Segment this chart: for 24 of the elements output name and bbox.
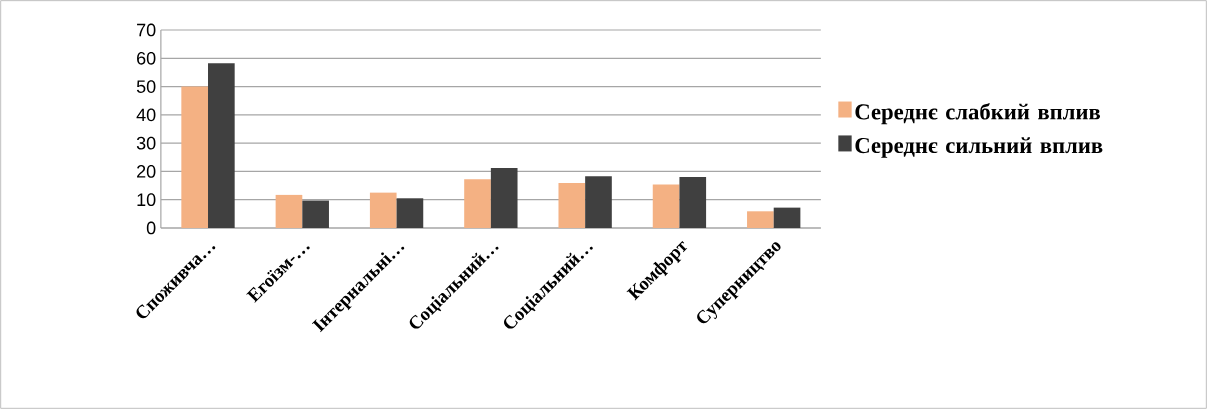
bar: [747, 211, 774, 228]
y-tick-label: 70: [137, 23, 156, 37]
bar: [275, 194, 303, 228]
y-tick-label: 10: [137, 193, 156, 207]
bar: [558, 183, 586, 228]
legend-label: Середнє слабкий вплив: [855, 103, 1101, 125]
bar: [208, 63, 235, 228]
bar: [585, 176, 612, 228]
legend-label: Середнє сильний вплив: [855, 137, 1103, 158]
y-tick-label: 60: [137, 51, 156, 65]
bar: [302, 200, 329, 228]
bar: [181, 86, 209, 228]
y-tick-label: 40: [136, 108, 156, 122]
bar: [679, 177, 707, 228]
bar: [369, 192, 397, 228]
y-tick-label: 30: [136, 136, 156, 150]
bar: [773, 207, 801, 228]
y-tick-label: 50: [136, 80, 156, 93]
bar: [464, 179, 491, 228]
y-tick-label: 20: [137, 165, 156, 178]
bar: [490, 168, 518, 228]
y-tick-label: 0: [146, 221, 156, 235]
bar: [652, 184, 680, 228]
bar: [396, 198, 424, 228]
